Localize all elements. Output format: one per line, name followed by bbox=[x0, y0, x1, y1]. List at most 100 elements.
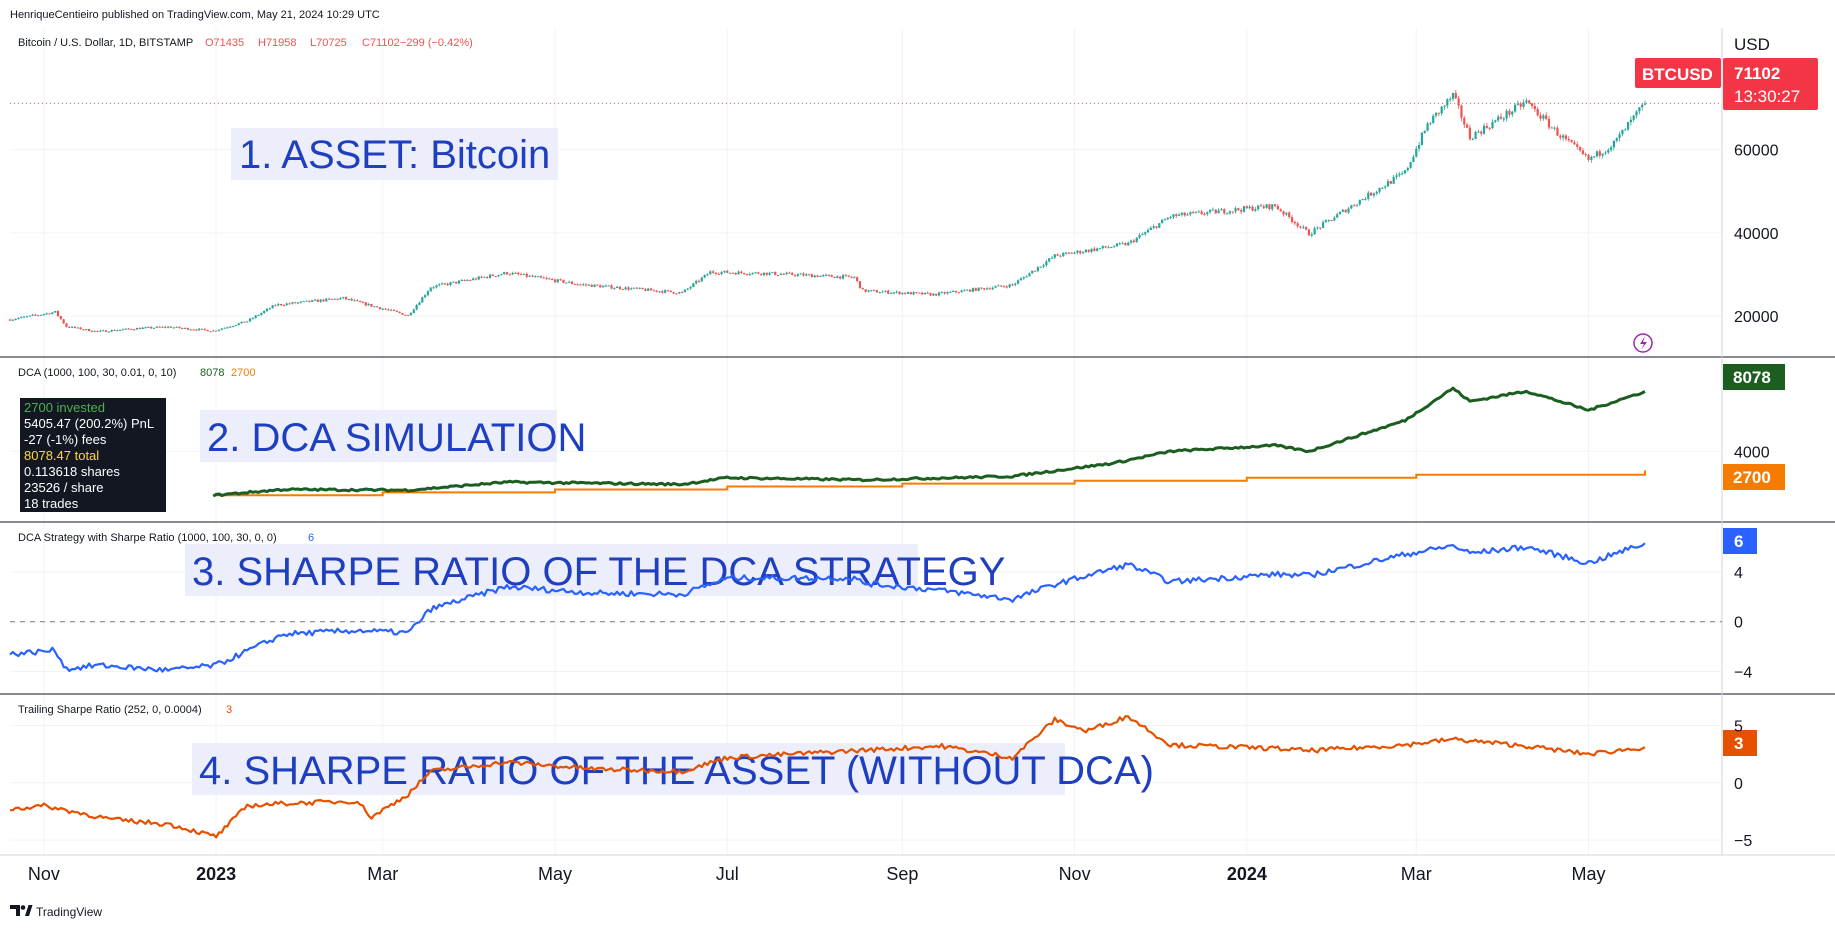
candle bbox=[1353, 203, 1356, 207]
candle bbox=[884, 290, 887, 293]
candle bbox=[169, 326, 173, 328]
candle bbox=[624, 286, 627, 291]
candle bbox=[1333, 216, 1336, 222]
candle bbox=[251, 317, 254, 320]
dca-sharpe-title: DCA Strategy with Sharpe Ratio (1000, 10… bbox=[18, 532, 277, 544]
badge-bg bbox=[1723, 528, 1757, 554]
candle bbox=[1392, 174, 1395, 185]
candle bbox=[1426, 121, 1429, 132]
candle bbox=[926, 291, 929, 294]
candle bbox=[918, 292, 921, 294]
candle bbox=[1497, 114, 1500, 122]
candle bbox=[316, 299, 319, 302]
candle bbox=[1115, 243, 1119, 247]
candle bbox=[240, 321, 243, 324]
candle bbox=[1494, 119, 1497, 123]
dca-sharpe-line bbox=[9, 542, 1646, 673]
candle bbox=[1590, 155, 1593, 163]
candle bbox=[1305, 226, 1308, 231]
price-tick-label: 20000 bbox=[1734, 309, 1779, 326]
candle bbox=[1378, 187, 1381, 194]
time-tick-label: May bbox=[538, 864, 572, 884]
candle bbox=[1002, 285, 1006, 288]
candle bbox=[590, 284, 593, 287]
candle bbox=[37, 314, 40, 317]
candle bbox=[1502, 116, 1505, 122]
badge-value: 8078 bbox=[1733, 368, 1771, 387]
candle bbox=[525, 272, 528, 279]
candle bbox=[1440, 105, 1443, 117]
candle bbox=[39, 314, 43, 316]
candle bbox=[1488, 127, 1491, 131]
candle bbox=[1635, 110, 1638, 119]
banner-background bbox=[231, 128, 558, 180]
candle bbox=[1242, 205, 1246, 213]
candle bbox=[536, 275, 540, 278]
candle bbox=[429, 286, 432, 292]
candle bbox=[339, 297, 342, 300]
tradingview-logo: TradingView bbox=[10, 905, 102, 919]
candle bbox=[1550, 126, 1553, 129]
candle bbox=[1384, 184, 1387, 190]
candle bbox=[726, 269, 729, 274]
candle bbox=[93, 330, 96, 332]
candle bbox=[373, 306, 376, 308]
candle bbox=[212, 329, 215, 332]
candle bbox=[943, 291, 946, 295]
candle bbox=[200, 328, 204, 330]
candle bbox=[387, 308, 390, 311]
candle bbox=[1141, 232, 1144, 236]
candle bbox=[1443, 105, 1446, 111]
currency-label[interactable]: USD bbox=[1734, 35, 1770, 54]
candle bbox=[367, 302, 370, 306]
candle bbox=[76, 327, 79, 329]
candle bbox=[254, 314, 257, 319]
candle bbox=[432, 286, 435, 289]
candle bbox=[1437, 112, 1440, 117]
candle bbox=[836, 275, 839, 279]
candle bbox=[150, 326, 153, 330]
ohlc-change: −299 (−0.42%) bbox=[400, 37, 473, 49]
candle bbox=[412, 308, 415, 314]
candle bbox=[477, 275, 480, 280]
candle bbox=[740, 270, 743, 274]
candle bbox=[296, 302, 300, 305]
candle bbox=[754, 271, 757, 274]
candle bbox=[1081, 251, 1085, 254]
candle bbox=[1607, 148, 1610, 155]
candle bbox=[584, 283, 588, 287]
time-axis-labels[interactable]: Nov 2023 Mar May Jul Sep Nov 2024 Mar May bbox=[28, 864, 1606, 884]
candle bbox=[480, 275, 483, 279]
candle bbox=[841, 273, 845, 280]
candle bbox=[678, 291, 681, 294]
tv-logo-icon bbox=[10, 905, 20, 916]
candle bbox=[946, 291, 949, 295]
candle bbox=[1321, 220, 1325, 229]
candle bbox=[649, 287, 653, 291]
candle bbox=[904, 292, 907, 295]
candle bbox=[1468, 124, 1472, 141]
candle bbox=[181, 327, 184, 330]
candle bbox=[152, 327, 156, 329]
candle bbox=[1415, 145, 1418, 158]
candle bbox=[1039, 266, 1042, 268]
candle bbox=[364, 301, 367, 307]
candle bbox=[1197, 209, 1200, 213]
trailing-sharpe-legend-value: 3 bbox=[226, 704, 232, 716]
candle bbox=[960, 289, 963, 293]
candle bbox=[901, 292, 904, 295]
candle bbox=[1296, 221, 1299, 229]
candle bbox=[1516, 100, 1520, 106]
candle bbox=[1480, 130, 1483, 137]
lightning-icon[interactable] bbox=[1633, 333, 1653, 353]
info-total: 8078.47 total bbox=[24, 448, 99, 463]
candle bbox=[203, 328, 206, 331]
candle bbox=[1336, 212, 1339, 218]
time-tick-label: Jul bbox=[716, 864, 739, 884]
candle bbox=[1234, 206, 1237, 214]
candle bbox=[808, 273, 811, 276]
candle bbox=[559, 278, 562, 281]
candle bbox=[440, 282, 444, 285]
candle bbox=[1522, 99, 1525, 110]
candle bbox=[1423, 130, 1426, 134]
